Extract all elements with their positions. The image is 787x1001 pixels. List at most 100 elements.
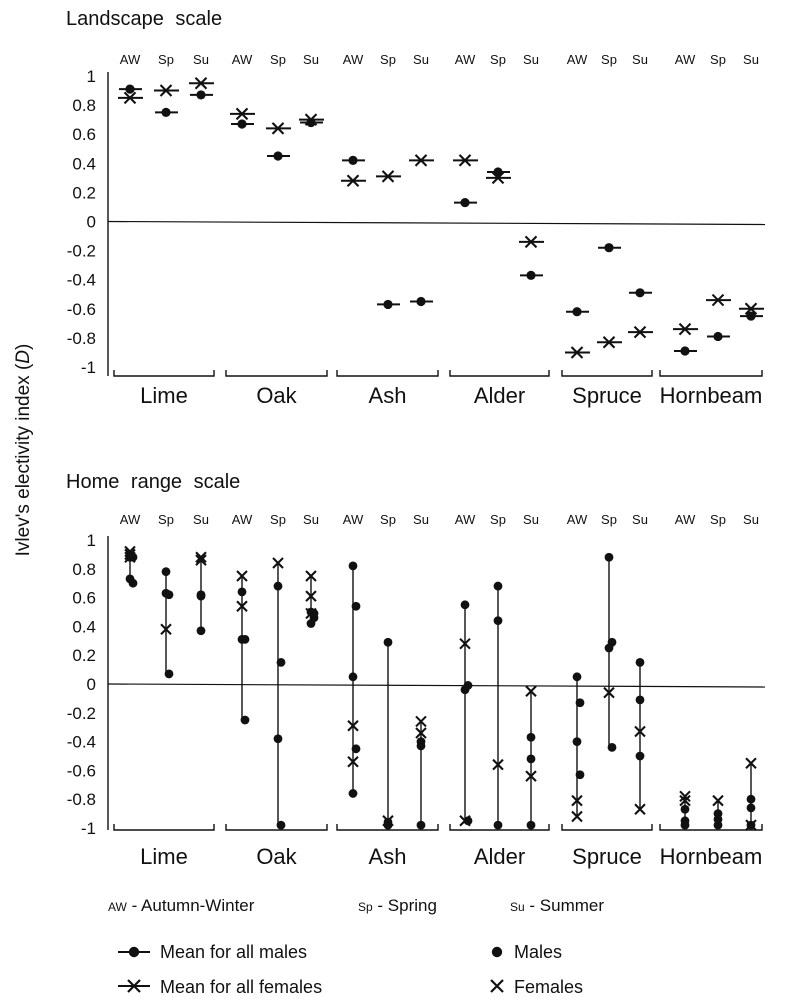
landscape-season-label-alder-su: Su — [523, 52, 539, 67]
home-range-season-label-oak-aw: AW — [232, 512, 253, 527]
home-range-male-point-spruce-aw-2 — [572, 737, 582, 746]
landscape-female-mean-point-lime-sp — [159, 84, 173, 97]
home-range-male-point-lime-aw-1 — [128, 578, 138, 588]
home-range-season-label-ash-su: Su — [413, 512, 429, 527]
home-range-female-point-hornbeam-sp-0 — [712, 794, 724, 807]
landscape-plot: 1 0.8 0.6 0.4 0.2 0 -0.2 -0.4 -0.6 -0.8 -1 AW Sp Su Li… — [67, 52, 766, 408]
landscape-male-mean-point-lime-su — [196, 90, 206, 100]
landscape-season-label-spruce-su: Su — [632, 52, 648, 67]
home-range-ytick-4: 0.2 — [72, 646, 96, 665]
home-range-female-point-ash-sp-0 — [382, 815, 394, 827]
landscape-ytick-1: 0.8 — [72, 96, 96, 115]
landscape-ytick-10: -1 — [81, 358, 96, 377]
home-range-female-point-ash-aw-0 — [347, 720, 359, 732]
landscape-female-mean-point-oak-aw — [235, 107, 249, 121]
home-range-female-point-lime-aw-1 — [124, 548, 136, 561]
home-range-female-point-hornbeam-su-1 — [745, 819, 757, 831]
landscape-season-label-oak-aw: AW — [232, 52, 253, 67]
landscape-male-mean-point-ash-aw — [348, 155, 358, 165]
home-range-female-point-oak-su-2 — [305, 607, 317, 620]
home-range-female-point-hornbeam-aw-0 — [679, 790, 691, 803]
landscape-ytick-3: 0.4 — [72, 154, 96, 173]
landscape-category-bracket-spruce — [561, 370, 653, 377]
home-range-female-point-spruce-aw-0 — [571, 794, 583, 807]
home-range-male-point-oak-aw-3 — [240, 715, 250, 725]
landscape-category-label-spruce: Spruce — [572, 383, 642, 408]
landscape-zero-line — [107, 220, 766, 226]
landscape-male-mean-point-hornbeam-sp — [713, 331, 723, 342]
home-range-season-label-alder-sp: Sp — [490, 512, 506, 527]
home-range-female-point-alder-aw-0 — [459, 637, 471, 650]
legend-females-label: Females — [514, 977, 583, 997]
landscape-season-label-spruce-aw: AW — [567, 52, 588, 67]
home-range-season-label-oak-sp: Sp — [270, 512, 286, 527]
home-range-zero-line — [107, 683, 766, 688]
home-range-male-point-lime-sp-0 — [161, 567, 171, 577]
home-range-ytick-0: 1 — [87, 531, 96, 550]
home-range-male-point-ash-aw-2 — [348, 672, 358, 682]
home-range-male-point-hornbeam-aw-2 — [680, 820, 690, 830]
home-range-male-point-hornbeam-su-0 — [746, 794, 756, 804]
landscape-season-label-lime-su: Su — [193, 52, 209, 67]
home-range-ytick-6: -0.2 — [67, 704, 96, 723]
home-range-season-label-hornbeam-aw: AW — [675, 512, 696, 527]
home-range-male-point-spruce-sp-2 — [604, 643, 614, 653]
home-range-category-label-alder: Alder — [474, 844, 525, 869]
legend-males-symbol — [491, 946, 503, 958]
landscape-male-mean-point-alder-aw — [460, 197, 470, 208]
home-range-male-point-lime-sp-3 — [164, 669, 174, 679]
landscape-ytick-4: 0.2 — [72, 183, 96, 202]
landscape-category-label-hornbeam: Hornbeam — [660, 383, 763, 408]
landscape-female-mean-point-alder-sp — [491, 171, 505, 185]
home-range-male-point-oak-aw-0 — [237, 587, 247, 597]
home-range-female-point-hornbeam-aw-1 — [679, 794, 691, 807]
home-range-female-point-alder-aw-1 — [459, 815, 471, 827]
home-range-ytick-5: 0 — [87, 675, 96, 694]
home-range-male-point-alder-su-1 — [526, 754, 536, 764]
legend-males-label: Males — [514, 942, 562, 962]
home-range-ytick-10: -1 — [81, 819, 96, 838]
home-range-male-point-oak-sp-0 — [273, 581, 283, 591]
landscape-male-mean-point-ash-sp — [383, 299, 393, 310]
home-range-season-label-ash-aw: AW — [343, 512, 364, 527]
home-range-season-label-lime-su: Su — [193, 512, 209, 527]
home-range-category-bracket-ash — [336, 824, 439, 831]
landscape-female-mean-point-hornbeam-aw — [678, 322, 692, 336]
home-range-male-point-lime-su-2 — [196, 626, 206, 636]
home-range-male-point-oak-sp-2 — [273, 734, 283, 744]
landscape-female-mean-point-hornbeam-sp — [711, 293, 725, 307]
landscape-female-mean-point-alder-su — [524, 235, 538, 249]
home-range-female-point-ash-su-1 — [415, 727, 427, 739]
landscape-female-mean-point-ash-aw — [346, 174, 360, 188]
home-range-male-point-spruce-su-2 — [635, 751, 645, 761]
landscape-male-mean-point-ash-su — [416, 296, 426, 307]
home-range-female-point-ash-aw-1 — [347, 756, 359, 768]
landscape-female-mean-point-hornbeam-su — [744, 302, 758, 316]
landscape-male-mean-point-lime-aw — [125, 84, 135, 94]
home-range-male-point-oak-sp-3 — [276, 820, 286, 830]
landscape-category-label-lime: Lime — [140, 383, 188, 408]
home-range-male-point-hornbeam-sp-2 — [713, 820, 723, 830]
landscape-ytick-7: -0.4 — [67, 271, 96, 290]
home-range-season-label-oak-su: Su — [303, 512, 319, 527]
landscape-female-mean-point-oak-sp — [271, 122, 285, 135]
home-range-female-point-lime-su-0 — [195, 551, 207, 564]
home-range-ytick-7: -0.4 — [67, 733, 96, 752]
home-range-female-point-spruce-su-1 — [634, 803, 646, 816]
landscape-season-label-spruce-sp: Sp — [601, 52, 617, 67]
home-range-season-label-ash-sp: Sp — [380, 512, 396, 527]
home-range-male-point-oak-su-2 — [306, 619, 316, 628]
season-key-sp: Sp - Spring — [358, 896, 437, 915]
landscape-season-label-hornbeam-aw: AW — [675, 52, 696, 67]
landscape-ytick-0: 1 — [87, 67, 96, 86]
landscape-female-mean-point-spruce-aw — [570, 346, 584, 359]
home-range-category-label-hornbeam: Hornbeam — [660, 844, 763, 869]
landscape-panel-title: Landscape scale — [66, 8, 222, 30]
legend-mean-males-symbol — [118, 946, 150, 958]
home-range-category-label-oak: Oak — [256, 844, 297, 869]
landscape-male-mean-point-oak-sp — [273, 151, 283, 161]
home-range-category-bracket-lime — [113, 824, 215, 831]
home-range-season-label-lime-sp: Sp — [158, 512, 174, 527]
home-range-season-label-lime-aw: AW — [120, 512, 141, 527]
landscape-female-mean-point-lime-aw — [123, 91, 137, 105]
